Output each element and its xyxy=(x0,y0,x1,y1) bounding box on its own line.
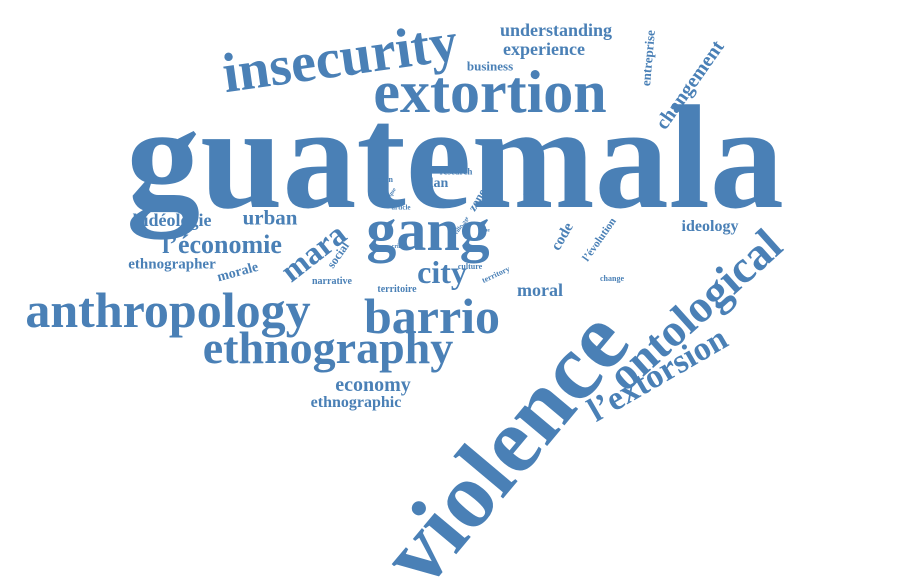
word-group: group xyxy=(523,187,541,196)
word-ethnography: ethnography xyxy=(202,322,454,373)
word-city: city xyxy=(417,254,467,290)
word-ideology: ideology xyxy=(681,218,739,235)
word-culture: culture xyxy=(457,262,483,271)
word-gang: gang xyxy=(366,197,490,263)
word-change: change xyxy=(600,274,624,283)
word-l-economie: l’économie xyxy=(162,230,282,259)
word-experience: experience xyxy=(503,39,585,59)
word-economy: economy xyxy=(335,374,411,396)
word-urban: urban xyxy=(242,205,298,230)
word-research: research xyxy=(439,166,473,177)
word-prison: prison xyxy=(371,175,393,184)
word-understanding: understanding xyxy=(499,20,613,40)
word-crime: crime xyxy=(391,244,407,250)
word-narrative: narrative xyxy=(312,276,352,287)
word-moral: moral xyxy=(517,280,563,300)
word-business: business xyxy=(466,58,514,74)
word-territoire: territoire xyxy=(377,284,417,295)
word-article: article xyxy=(391,203,411,212)
word-territory: territory xyxy=(480,264,512,285)
word-dan: dan xyxy=(425,176,449,191)
word-ethnographer: ethnographer xyxy=(128,256,216,273)
word-guatemala: guatemala xyxy=(126,76,784,240)
word-ethnographic: ethnographic xyxy=(310,394,402,411)
word-anthropology: anthropology xyxy=(25,282,311,338)
word-vue: vue xyxy=(482,228,490,234)
word-l-ideologie: l’idéologie xyxy=(132,210,212,230)
word-extortion: extortion xyxy=(373,59,607,125)
word-barrio: barrio xyxy=(363,288,501,344)
